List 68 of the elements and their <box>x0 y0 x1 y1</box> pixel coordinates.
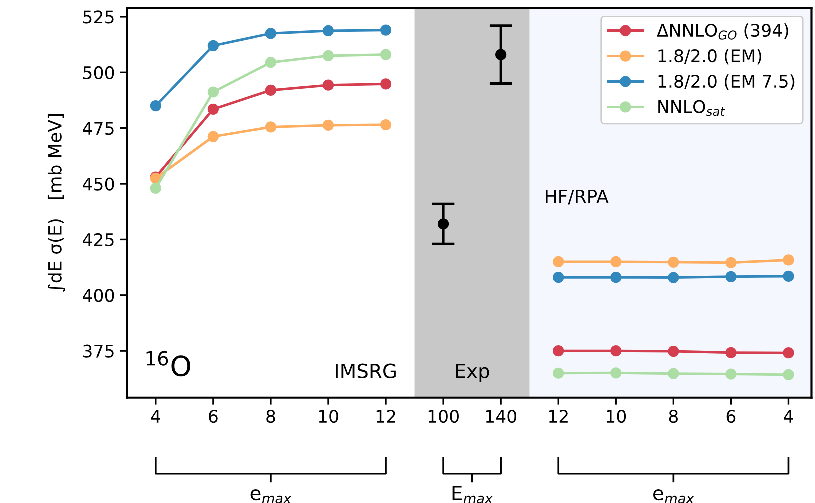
point <box>553 272 564 284</box>
point <box>726 271 737 282</box>
point <box>322 50 334 62</box>
x-tick-label: 12 <box>549 410 568 423</box>
point <box>322 25 334 37</box>
point <box>610 368 622 379</box>
legend-label: NNLO$_{sat}$ <box>658 100 726 116</box>
x-tick-label: 100 <box>428 410 459 424</box>
point <box>265 122 277 133</box>
y-tick-label: 500 <box>84 66 114 80</box>
y-tick-label: 475 <box>83 122 114 136</box>
point <box>726 368 737 380</box>
point <box>783 348 794 359</box>
x-tick-label: 10 <box>607 410 626 424</box>
x-tick-label: 4 <box>784 410 794 423</box>
point <box>783 270 794 282</box>
point <box>380 49 392 60</box>
point <box>380 78 392 90</box>
x-tick-label: 8 <box>266 410 276 424</box>
point <box>322 120 334 131</box>
point <box>265 28 277 40</box>
y-tick-label: 400 <box>83 289 114 302</box>
point <box>610 272 622 284</box>
point <box>553 346 564 357</box>
x-tick-label: 6 <box>726 410 736 424</box>
point <box>380 24 392 36</box>
legend-label: 1.8/2.0 (EM 7.5) <box>658 74 795 90</box>
x-tick-label: 6 <box>209 410 218 424</box>
y-axis-title: ∫dE σ(E) [mb MeV] <box>48 114 66 292</box>
point <box>438 218 450 230</box>
point <box>380 119 392 131</box>
x-tick-label: 10 <box>319 410 338 424</box>
point <box>726 257 737 268</box>
point <box>726 347 737 358</box>
point <box>610 256 622 268</box>
point <box>208 104 219 115</box>
point <box>783 369 794 380</box>
point <box>322 80 334 91</box>
legend-label: 1.8/2.0 (EM) <box>658 49 762 65</box>
point <box>553 256 564 268</box>
point <box>265 84 277 96</box>
point <box>496 49 507 60</box>
point <box>668 346 680 358</box>
point <box>553 368 564 379</box>
point <box>783 254 794 266</box>
point <box>150 100 162 112</box>
x-tick-label: 4 <box>151 410 160 423</box>
point <box>208 40 219 52</box>
point <box>668 368 680 380</box>
point <box>208 86 219 98</box>
annotation: IMSRG <box>336 364 396 379</box>
annotation: $^{16}$O <box>146 351 190 377</box>
point <box>610 346 622 357</box>
point <box>668 256 680 268</box>
point <box>265 57 277 68</box>
y-tick-label: 375 <box>84 344 114 358</box>
band-label: Exp <box>456 364 490 382</box>
point <box>150 182 162 194</box>
point <box>668 272 680 284</box>
x-tick-label: 8 <box>669 410 678 424</box>
legend-label: ΔNNLO$_{GO}$ (394) <box>657 24 788 40</box>
y-tick-label: 450 <box>83 178 114 191</box>
x-tick-label: 12 <box>376 410 396 423</box>
y-tick-label: 525 <box>84 10 114 24</box>
point <box>208 131 219 142</box>
y-tick-label: 425 <box>83 233 114 247</box>
x-tick-label: 140 <box>486 410 516 424</box>
annotation: HF/RPA <box>546 190 609 205</box>
